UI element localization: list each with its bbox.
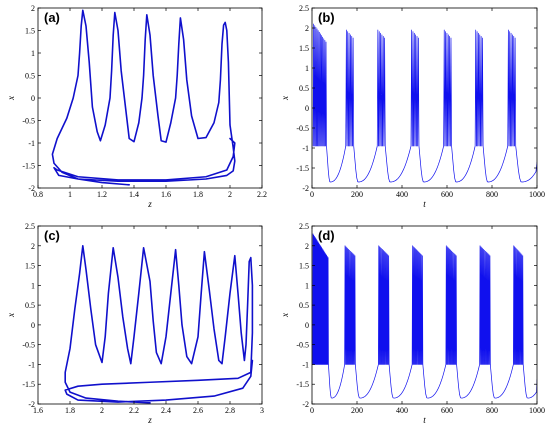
y-tick-label: 2	[31, 4, 35, 13]
y-tick-label: 0.5	[25, 301, 35, 310]
x-tick-label: 3	[260, 406, 264, 415]
panel-b: 0 200 400 600 800 1000 -2 -1.5 -1 -0.5 0 0.5 1 1.5 2 2.…	[280, 4, 545, 209]
y-tick-label: 1	[305, 281, 309, 290]
y-tick-label: -0.5	[22, 117, 35, 126]
y-tick-label: -2	[28, 184, 35, 193]
x-tick-label: 800	[486, 406, 498, 415]
y-tick-label: 2	[305, 24, 309, 33]
y-axis-label: x	[6, 313, 16, 318]
y-tick-label: 1.5	[299, 44, 309, 53]
y-tick-label: -0.5	[22, 341, 35, 350]
y-tick-label: -1.5	[22, 162, 35, 171]
y-tick-label: -1	[28, 139, 35, 148]
y-tick-label: 0.5	[25, 72, 35, 81]
y-tick-label: -1.5	[296, 380, 309, 389]
y-tick-label: -1	[28, 360, 35, 369]
x-tick-label: 200	[351, 190, 363, 199]
y-tick-label: 0.5	[299, 84, 309, 93]
y-tick-label: -2	[28, 400, 35, 409]
x-tick-label: 1.2	[97, 190, 107, 199]
x-tick-label: 600	[441, 406, 453, 415]
x-tick-label: 1.6	[161, 190, 171, 199]
x-tick-label: 200	[351, 406, 363, 415]
y-tick-label: -1.5	[22, 380, 35, 389]
panel-a: 0.8 1 1.2 1.4 1.6 1.8 2 2.2 -2 -1.5 -1 -0.5 0 0.5 1 1.5…	[6, 4, 267, 209]
x-tick-label: 1000	[529, 406, 545, 415]
y-tick-label: 2	[31, 242, 35, 251]
panel-label-d: (d)	[318, 228, 335, 243]
data-trace-b	[312, 23, 537, 183]
x-tick-label: 1000	[529, 190, 545, 199]
y-tick-label: -0.5	[296, 124, 309, 133]
panel-d: 0 200 400 600 800 1000 -2 -1.5 -1 -0.5 0 0.5 1 1.5 2 2.…	[280, 222, 545, 425]
y-tick-label: 1.5	[299, 262, 309, 271]
panel-label-c: (c)	[44, 228, 60, 243]
panel-label-a: (a)	[44, 10, 60, 25]
x-tick-label: 0	[310, 406, 314, 415]
x-tick-label: 2.6	[193, 406, 203, 415]
y-tick-label: 0	[31, 321, 35, 330]
y-axis-label: x	[280, 313, 290, 318]
x-tick-label: 1.4	[129, 190, 139, 199]
x-tick-label: 800	[486, 190, 498, 199]
y-tick-label: -0.5	[296, 341, 309, 350]
x-tick-label: 2	[100, 406, 104, 415]
x-tick-label: 2.4	[161, 406, 171, 415]
x-tick-label: 0.8	[33, 190, 43, 199]
y-tick-label: 0	[305, 104, 309, 113]
x-axis-label: z	[147, 415, 152, 425]
y-tick-label: 1	[31, 281, 35, 290]
x-tick-label: 2.8	[225, 406, 235, 415]
y-tick-label: 0.5	[299, 301, 309, 310]
y-tick-label: -2	[302, 184, 309, 193]
data-trace-c	[64, 244, 254, 404]
y-axis-label: x	[280, 96, 290, 101]
x-tick-label: 2	[228, 190, 232, 199]
x-tick-label: 2.2	[257, 190, 267, 199]
y-tick-label: 0	[31, 94, 35, 103]
y-tick-label: 1.5	[25, 27, 35, 36]
y-tick-label: 1	[31, 49, 35, 58]
y-tick-label: 2.5	[299, 4, 309, 13]
y-tick-label: 2	[305, 242, 309, 251]
x-tick-label: 1.6	[33, 406, 43, 415]
x-axis-label: t	[423, 415, 426, 425]
x-tick-label: 0	[310, 190, 314, 199]
panel-c: 1.6 1.8 2 2.2 2.4 2.6 2.8 3 -2 -1.5 -1 -0.5 0 0.5 1 1.5…	[6, 222, 264, 425]
x-tick-label: 1	[68, 190, 72, 199]
axes-frame	[311, 225, 538, 405]
panel-label-b: (b)	[318, 10, 335, 25]
x-tick-label: 2.2	[129, 406, 139, 415]
y-tick-label: 2.5	[25, 222, 35, 231]
x-tick-label: 400	[396, 190, 408, 199]
x-tick-label: 600	[441, 190, 453, 199]
x-tick-label: 1.8	[193, 190, 203, 199]
y-tick-label: -1.5	[296, 164, 309, 173]
y-tick-label: -1	[302, 360, 309, 369]
axes-frame	[311, 7, 538, 189]
x-axis-label: z	[147, 199, 152, 209]
x-tick-label: 1.8	[65, 406, 75, 415]
y-tick-label: 2.5	[299, 222, 309, 231]
y-tick-label: 1	[305, 64, 309, 73]
x-axis-label: t	[423, 199, 426, 209]
axes-frame	[37, 225, 263, 405]
x-tick-label: 400	[396, 406, 408, 415]
y-tick-label: 1.5	[25, 262, 35, 271]
y-tick-label: 0	[305, 321, 309, 330]
data-trace-d	[312, 233, 537, 399]
y-axis-label: x	[6, 96, 16, 101]
y-tick-label: -2	[302, 400, 309, 409]
y-tick-label: -1	[302, 144, 309, 153]
data-trace-a	[51, 9, 236, 186]
